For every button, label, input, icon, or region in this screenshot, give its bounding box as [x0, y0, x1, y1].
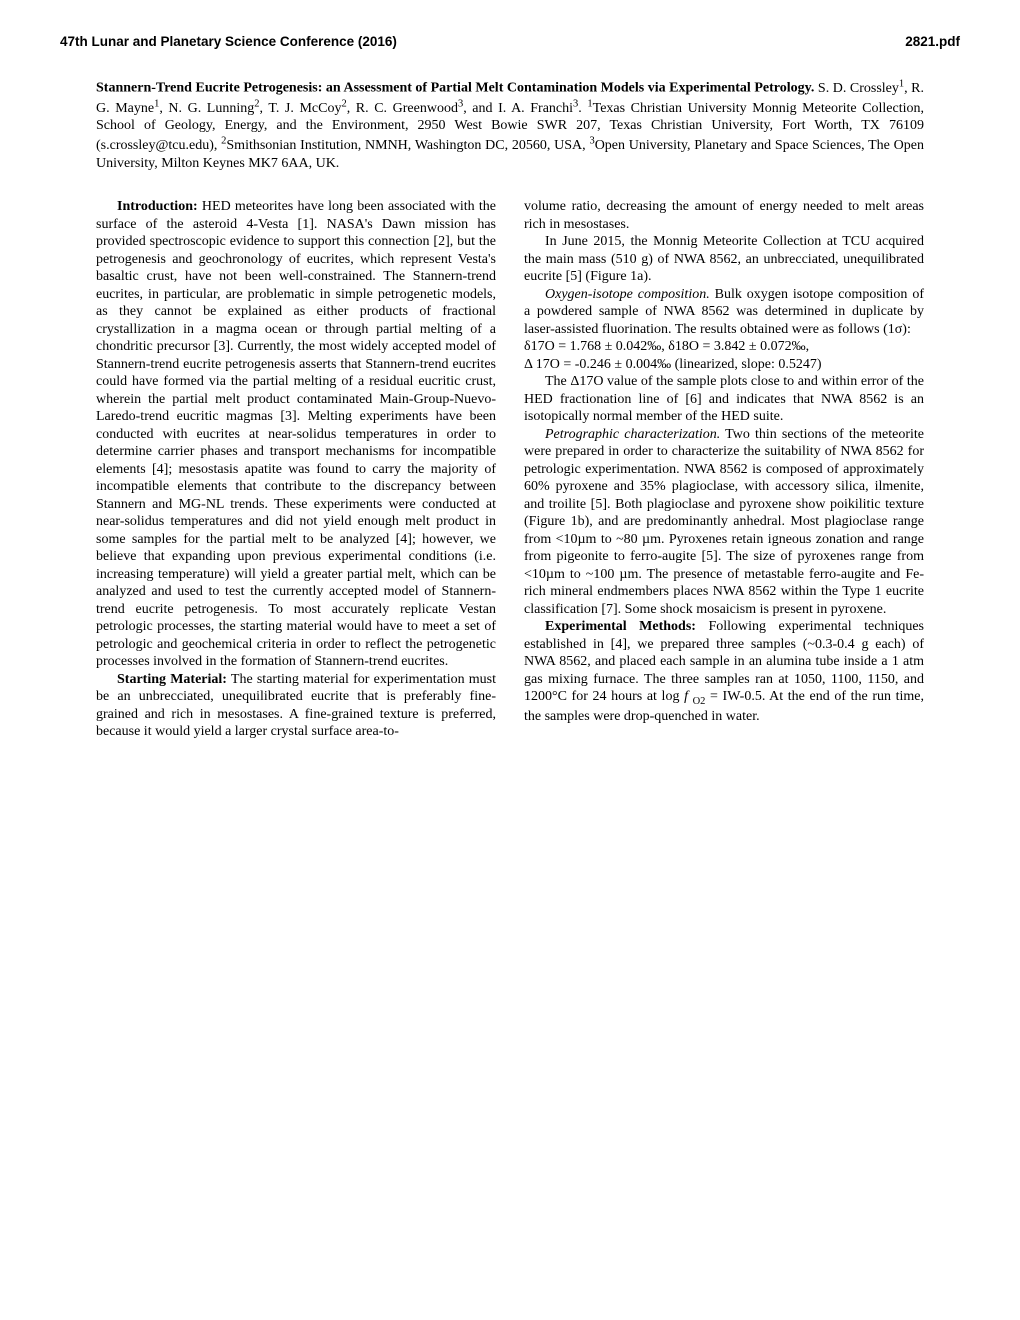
petrographic-paragraph: Petrographic characterization. Two thin …: [524, 426, 924, 619]
isotope-values-line-2: Δ 17O = -0.246 ± 0.004‰ (linearized, slo…: [524, 356, 924, 374]
intro-text: HED meteorites have long been associated…: [96, 199, 496, 669]
experimental-text: Following experimental techniques establ…: [524, 619, 924, 724]
right-column: volume ratio, decreasing the amount of e…: [524, 198, 924, 741]
intro-paragraph: Introduction: HED meteorites have long b…: [96, 198, 496, 671]
delta17-paragraph: The Δ17O value of the sample plots close…: [524, 373, 924, 426]
acquisition-paragraph: In June 2015, the Monnig Meteorite Colle…: [524, 233, 924, 286]
page-header: 47th Lunar and Planetary Science Confere…: [60, 34, 960, 51]
isotope-values-line-1: δ17O = 1.768 ± 0.042‰, δ18O = 3.842 ± 0.…: [524, 338, 924, 356]
experimental-methods-paragraph: Experimental Methods: Following experime…: [524, 618, 924, 725]
continuation-paragraph: volume ratio, decreasing the amount of e…: [524, 198, 924, 233]
section-head-introduction: Introduction:: [117, 199, 198, 214]
paper-title: Stannern-Trend Eucrite Petrogenesis: an …: [96, 81, 814, 96]
section-head-experimental: Experimental Methods:: [545, 619, 696, 634]
two-column-body: Introduction: HED meteorites have long b…: [96, 198, 924, 741]
starting-material-paragraph: Starting Material: The starting material…: [96, 671, 496, 741]
subsection-head-oxygen: Oxygen-isotope composition.: [545, 287, 710, 302]
conference-title: 47th Lunar and Planetary Science Confere…: [60, 34, 397, 51]
subsection-head-petrographic: Petrographic characterization.: [545, 427, 720, 442]
section-head-starting-material: Starting Material:: [117, 672, 227, 687]
oxygen-isotope-paragraph: Oxygen-isotope composition. Bulk oxygen …: [524, 286, 924, 339]
petrographic-text: Two thin sections of the meteorite were …: [524, 427, 924, 617]
title-block: Stannern-Trend Eucrite Petrogenesis: an …: [96, 77, 924, 172]
left-column: Introduction: HED meteorites have long b…: [96, 198, 496, 741]
pdf-label: 2821.pdf: [905, 34, 960, 51]
